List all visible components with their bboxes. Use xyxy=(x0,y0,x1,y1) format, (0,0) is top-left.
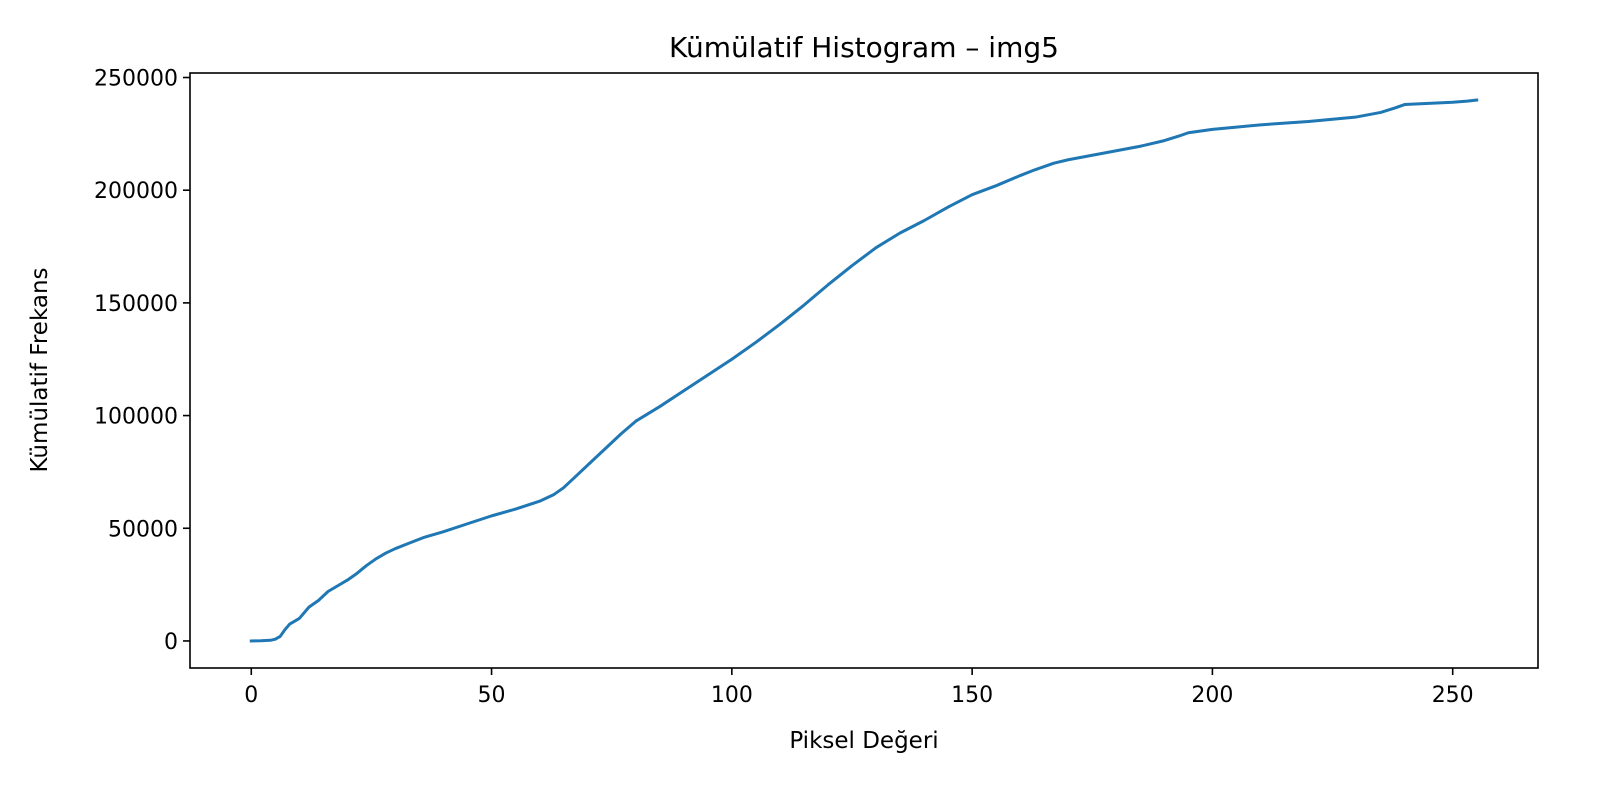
x-tick-label: 250 xyxy=(1432,683,1474,708)
plot-frame xyxy=(189,72,1539,669)
y-tick-label: 50000 xyxy=(108,517,178,542)
y-tick-label: 250000 xyxy=(94,67,178,92)
x-tick-label: 0 xyxy=(244,683,258,708)
x-tick-label: 200 xyxy=(1191,683,1233,708)
y-tick-label: 100000 xyxy=(94,405,178,430)
x-tick-label: 150 xyxy=(951,683,993,708)
y-tick-label: 200000 xyxy=(94,179,178,204)
chart-title: Kümülatif Histogram – img5 xyxy=(669,31,1059,64)
y-axis-label: Kümülatif Frekans xyxy=(27,267,53,472)
series-line xyxy=(249,98,1479,643)
y-tick-label: 0 xyxy=(164,630,178,655)
x-axis: 0 50 100 150 200 250 xyxy=(244,668,1474,708)
y-tick-label: 150000 xyxy=(94,292,178,317)
plot-marks xyxy=(249,98,1479,643)
x-axis-label: Piksel Değeri xyxy=(789,728,938,754)
y-axis: 0 50000 100000 150000 200000 250000 xyxy=(94,67,190,655)
x-tick-label: 50 xyxy=(478,683,506,708)
x-tick-label: 100 xyxy=(711,683,753,708)
